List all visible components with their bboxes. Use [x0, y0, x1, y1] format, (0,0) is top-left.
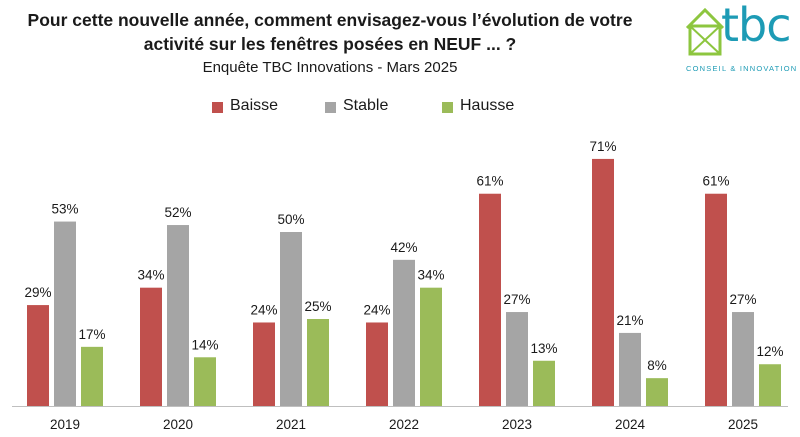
data-label-baisse-2021: 24%	[250, 302, 277, 317]
house-icon	[685, 7, 725, 56]
x-tick-label-2024: 2024	[615, 417, 646, 432]
legend-swatch-hausse	[442, 102, 453, 113]
bar-stable-2019	[54, 221, 76, 406]
bar-stable-2023	[506, 312, 528, 406]
tbc-logo: tbc CONSEIL & INNOVATION	[683, 0, 800, 76]
bar-stable-2025	[732, 312, 754, 406]
data-label-hausse-2020: 14%	[191, 337, 218, 352]
chart-subtitle: Enquête TBC Innovations - Mars 2025	[202, 59, 458, 76]
bar-stable-2021	[280, 232, 302, 406]
x-tick-label-2022: 2022	[389, 417, 419, 432]
data-label-hausse-2025: 12%	[756, 344, 783, 359]
x-tick-label-2023: 2023	[502, 417, 532, 432]
bar-baisse-2019	[27, 305, 49, 406]
bar-baisse-2024	[592, 158, 614, 406]
data-label-hausse-2021: 25%	[304, 299, 331, 314]
data-label-baisse-2025: 61%	[702, 174, 729, 189]
x-tick-label-2021: 2021	[276, 417, 306, 432]
data-label-stable-2025: 27%	[729, 292, 756, 307]
bar-hausse-2020	[194, 357, 216, 406]
logo-text: tbc	[721, 0, 792, 52]
data-label-stable-2024: 21%	[616, 313, 643, 328]
bar-hausse-2024	[646, 378, 668, 406]
data-label-hausse-2019: 17%	[78, 327, 105, 342]
data-label-hausse-2022: 34%	[417, 268, 444, 283]
logo-tagline: CONSEIL & INNOVATION	[686, 64, 798, 73]
data-label-baisse-2020: 34%	[137, 268, 164, 283]
x-tick-label-2019: 2019	[50, 417, 80, 432]
bar-baisse-2020	[140, 287, 162, 406]
data-label-baisse-2022: 24%	[363, 302, 390, 317]
legend-label-hausse: Hausse	[460, 97, 515, 114]
x-tick-label-2025: 2025	[728, 417, 758, 432]
bar-hausse-2023	[533, 360, 555, 406]
bar-hausse-2021	[307, 319, 329, 406]
legend-swatch-baisse	[212, 102, 223, 113]
data-label-stable-2022: 42%	[390, 240, 417, 255]
chart-title-line-1: Pour cette nouvelle année, comment envis…	[27, 10, 633, 30]
data-label-hausse-2023: 13%	[530, 341, 557, 356]
data-label-hausse-2024: 8%	[647, 358, 667, 373]
bar-stable-2022	[393, 259, 415, 406]
bar-baisse-2022	[366, 322, 388, 406]
x-tick-label-2020: 2020	[163, 417, 193, 432]
bar-hausse-2019	[81, 346, 103, 406]
legend-swatch-stable	[325, 102, 336, 113]
bar-stable-2024	[619, 332, 641, 406]
chart-title-line-2: activité sur les fenêtres posées en NEUF…	[143, 34, 517, 54]
chart-legend: Baisse Stable Hausse	[0, 97, 800, 119]
bar-baisse-2025	[705, 193, 727, 406]
legend-label-stable: Stable	[343, 97, 389, 114]
legend-label-baisse: Baisse	[230, 97, 279, 114]
bar-baisse-2021	[253, 322, 275, 406]
data-label-baisse-2019: 29%	[24, 285, 51, 300]
data-label-baisse-2024: 71%	[589, 139, 616, 154]
bar-hausse-2022	[420, 287, 442, 406]
data-label-stable-2021: 50%	[277, 212, 304, 227]
bar-hausse-2025	[759, 364, 781, 406]
data-label-stable-2019: 53%	[51, 202, 78, 217]
bar-baisse-2023	[479, 193, 501, 406]
data-label-stable-2020: 52%	[164, 205, 191, 220]
data-label-stable-2023: 27%	[503, 292, 530, 307]
bar-stable-2020	[167, 225, 189, 406]
data-label-baisse-2023: 61%	[476, 174, 503, 189]
